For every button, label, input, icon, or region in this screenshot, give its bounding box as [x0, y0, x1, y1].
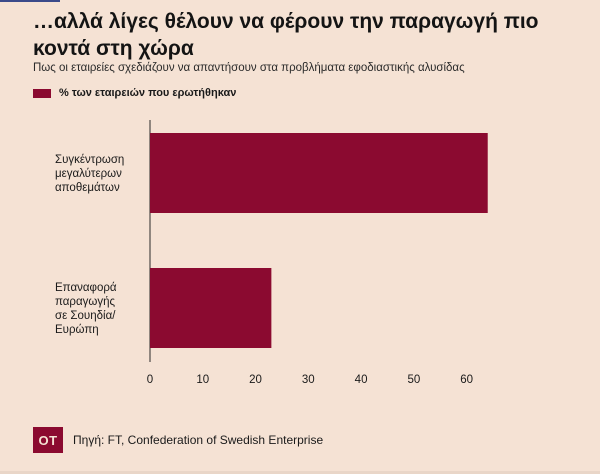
chart-subtitle: Πως οι εταιρείες σχεδιάζουν να απαντήσου…	[33, 62, 465, 74]
legend-label: % των εταιρειών που ερωτήθηκαν	[59, 87, 237, 99]
category-label: Συγκέντρωση μεγαλύτερων αποθεμάτων	[55, 154, 124, 194]
x-tick-label: 60	[460, 374, 473, 386]
legend: % των εταιρειών που ερωτήθηκαν	[33, 87, 236, 99]
bottom-rule	[0, 471, 600, 474]
x-tick-label: 30	[302, 374, 315, 386]
x-tick-label: 10	[196, 374, 209, 386]
source-note: Πηγή: FT, Confederation of Swedish Enter…	[73, 433, 324, 447]
x-tick-label: 20	[249, 374, 262, 386]
x-tick-label: 0	[147, 374, 153, 386]
legend-swatch	[33, 88, 51, 98]
x-tick-label: 40	[355, 374, 368, 386]
bar	[150, 268, 272, 348]
category-label: Επαναφορά παραγωγής σε Σουηδία/Ευρώπη	[55, 282, 117, 336]
chart-title: …αλλά λίγες θέλουν να φέρουν την παραγωγ…	[33, 10, 539, 60]
bar	[150, 133, 488, 213]
x-tick-label: 50	[407, 374, 420, 386]
top-accent-rule	[0, 0, 60, 2]
ot-logo: OT	[33, 427, 63, 453]
footer: OT Πηγή: FT, Confederation of Swedish En…	[33, 427, 323, 453]
